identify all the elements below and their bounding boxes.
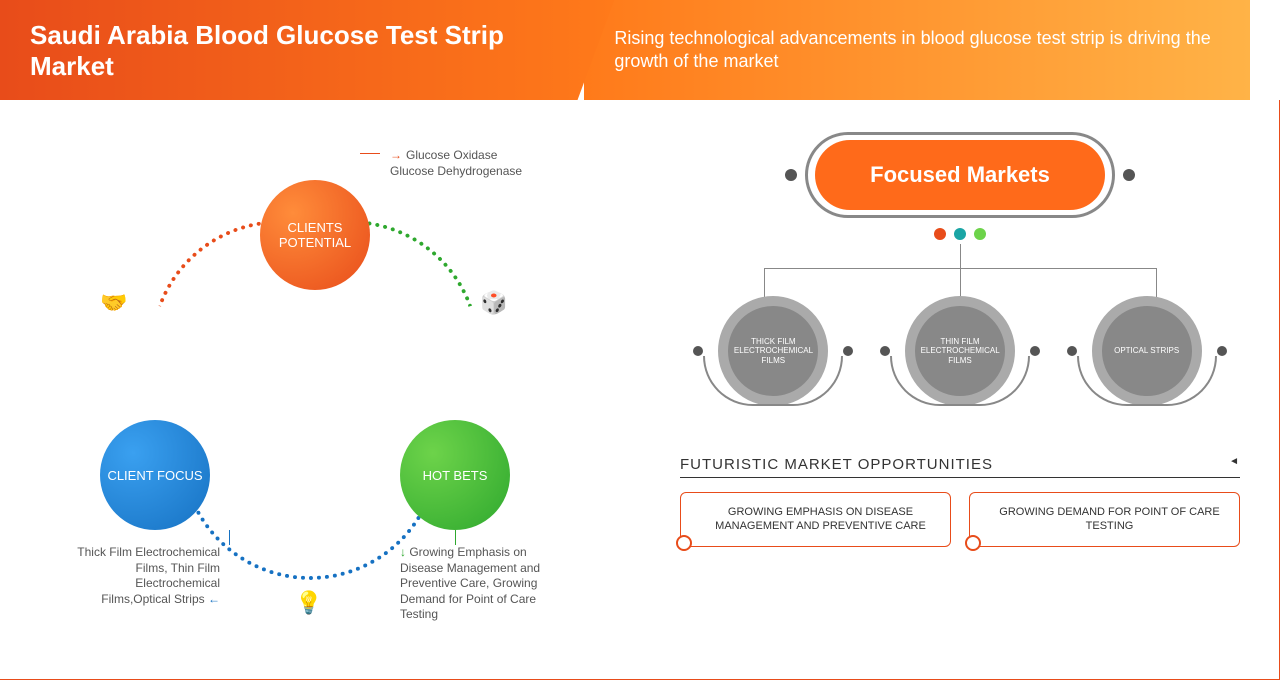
side-dot	[843, 346, 853, 356]
fmo-box-text: GROWING DEMAND FOR POINT OF CARE TESTING	[999, 506, 1219, 532]
market-ring	[703, 356, 843, 406]
fmo-box-text: GROWING EMPHASIS ON DISEASE MANAGEMENT A…	[715, 506, 926, 532]
dot-red	[934, 228, 946, 240]
side-dot	[1030, 346, 1040, 356]
connector-lines	[680, 244, 1240, 304]
side-dot	[1217, 346, 1227, 356]
side-dot	[693, 346, 703, 356]
header: Saudi Arabia Blood Glucose Test Strip Ma…	[0, 0, 1280, 100]
fmo-title: FUTURISTIC MARKET OPPORTUNITIES	[680, 456, 1240, 473]
end-dot	[1123, 169, 1135, 181]
vline	[960, 244, 961, 268]
end-dot	[785, 169, 797, 181]
market-circle-wrap: THIN FILM ELECTROCHEMICAL FILMS	[890, 296, 1030, 406]
arc-blue	[180, 320, 440, 580]
header-left: Saudi Arabia Blood Glucose Test Strip Ma…	[0, 0, 614, 100]
arrow-icon: ←	[208, 592, 220, 606]
arrow-icon: ↓	[400, 545, 406, 559]
node-client-focus: CLIENT FOCUS	[100, 420, 210, 530]
fmo-box: GROWING DEMAND FOR POINT OF CARE TESTING	[969, 492, 1240, 547]
cycle-diagram: CLIENTS POTENTIAL CLIENT FOCUS HOT BETS …	[0, 100, 640, 680]
focused-markets-pill: Focused Markets	[815, 140, 1105, 210]
fmo-boxes: GROWING EMPHASIS ON DISEASE MANAGEMENT A…	[680, 492, 1240, 547]
focused-markets-wrap: Focused Markets	[680, 140, 1240, 210]
fmo-line	[680, 477, 1240, 478]
arrow-icon: →	[390, 148, 402, 162]
market-ring	[890, 356, 1030, 406]
focused-title: Focused Markets	[870, 162, 1050, 188]
market-ring	[1077, 356, 1217, 406]
annotation-left: Thick Film Electrochemical Films, Thin F…	[70, 545, 220, 607]
node-clients-potential: CLIENTS POTENTIAL	[260, 180, 370, 290]
right-panel: Focused Markets THICK FILM ELECTROCHEMIC…	[640, 100, 1280, 680]
bulb-icon: 💡	[295, 590, 322, 616]
market-circles: THICK FILM ELECTROCHEMICAL FILMS THIN FI…	[680, 296, 1240, 406]
market-label: OPTICAL STRIPS	[1114, 346, 1179, 356]
annotation-text: Growing Emphasis on Disease Management a…	[400, 545, 540, 621]
dice-icon: 🎲	[480, 290, 507, 316]
market-circle-wrap: THICK FILM ELECTROCHEMICAL FILMS	[703, 296, 843, 406]
node-label: CLIENT FOCUS	[107, 468, 202, 483]
annotation-top: →Glucose Oxidase Glucose Dehydrogenase	[390, 148, 522, 179]
node-label: CLIENTS POTENTIAL	[260, 220, 370, 250]
annotation-right: ↓ Growing Emphasis on Disease Management…	[400, 545, 550, 623]
page-subtitle: Rising technological advancements in blo…	[614, 27, 1220, 74]
node-hot-bets: HOT BETS	[400, 420, 510, 530]
indicator-dots	[680, 228, 1240, 240]
side-dot	[1067, 346, 1077, 356]
dot-teal	[954, 228, 966, 240]
side-dot	[880, 346, 890, 356]
dot-green	[974, 228, 986, 240]
annotation-text: Thick Film Electrochemical Films, Thin F…	[77, 545, 220, 606]
header-right: Rising technological advancements in blo…	[584, 0, 1250, 100]
market-circle-wrap: OPTICAL STRIPS	[1077, 296, 1217, 406]
annotation-text: Glucose Oxidase Glucose Dehydrogenase	[390, 148, 522, 178]
node-label: HOT BETS	[423, 468, 488, 483]
fmo-box: GROWING EMPHASIS ON DISEASE MANAGEMENT A…	[680, 492, 951, 547]
page-title: Saudi Arabia Blood Glucose Test Strip Ma…	[30, 20, 584, 82]
content: CLIENTS POTENTIAL CLIENT FOCUS HOT BETS …	[0, 100, 1280, 680]
fmo-title-text: FUTURISTIC MARKET OPPORTUNITIES	[680, 456, 993, 473]
handshake-icon: 🤝	[100, 290, 127, 316]
